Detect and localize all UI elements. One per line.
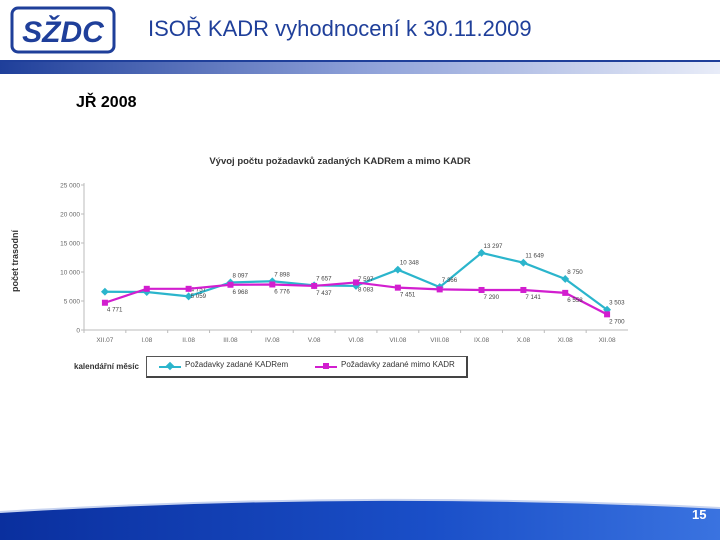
data-label: 7 290	[484, 294, 500, 301]
data-label: 10 348	[400, 260, 419, 267]
data-label: 7 657	[316, 275, 332, 282]
x-tick-label: VIII.08	[430, 337, 449, 344]
legend-label-mimo: Požadavky zadané mimo KADR	[341, 360, 455, 369]
chart-series-layer: 4 757 8 097 7 898 7 657 7 597 10 348 7 366 13 2…	[100, 243, 625, 325]
data-label: 4 757	[191, 286, 207, 293]
data-point	[143, 285, 150, 292]
data-label: 6 558	[567, 297, 583, 304]
y-tick-label: 15 000	[60, 241, 80, 248]
szdc-logo: SŽDC	[10, 6, 116, 54]
legend-label-kadr: Požadavky zadané KADRem	[185, 360, 289, 369]
data-label: 8 750	[567, 269, 583, 276]
page-number: 15	[692, 507, 707, 522]
chart-legend: Požadavky zadané KADRem Požadavky zadané…	[146, 356, 468, 378]
data-label: 3 503	[609, 300, 625, 307]
data-point	[184, 292, 193, 301]
legend-marker-kadr	[165, 361, 175, 371]
page-title: ISOŘ KADR vyhodnocení k 30.11.2009	[148, 16, 532, 41]
data-label: 7 366	[442, 277, 458, 284]
x-tick-label: IX.08	[474, 337, 490, 344]
x-tick-label: XI.08	[558, 337, 574, 344]
data-point	[227, 281, 234, 288]
data-point	[185, 285, 192, 292]
data-point	[562, 289, 569, 296]
y-tick-label: 5 000	[64, 299, 81, 306]
data-label: 7 141	[525, 294, 541, 301]
data-label: 2 700	[609, 318, 625, 325]
x-tick-label: V.08	[308, 337, 321, 344]
x-tick-label: XII.07	[96, 337, 113, 344]
data-point	[436, 286, 443, 293]
data-point	[520, 286, 527, 293]
data-label: 8 083	[358, 286, 374, 293]
data-label: 6 968	[232, 289, 248, 296]
data-point	[394, 284, 401, 291]
y-axis-title: počet trasodní	[10, 229, 20, 292]
logo-text: SŽDC	[22, 15, 105, 49]
x-tick-label: VI.08	[348, 337, 364, 344]
data-label: 8 097	[232, 272, 248, 279]
x-axis-title: kalendářní měsíc	[74, 362, 139, 371]
data-label: 5 059	[191, 293, 207, 300]
series-2: 4 771 5 059 6 968 6 776 7 437 8 083 7 451 7 290…	[101, 279, 625, 325]
data-label: 7 898	[274, 271, 290, 278]
data-label: 13 297	[484, 243, 503, 250]
data-point	[353, 279, 359, 286]
x-tick-label: III.08	[223, 337, 238, 344]
x-tick-label: XII.08	[599, 337, 616, 344]
x-tick-label: II.08	[182, 337, 195, 344]
data-label: 7 437	[316, 290, 332, 297]
data-label: 4 771	[107, 307, 123, 314]
series-1: 4 757 8 097 7 898 7 657 7 597 10 348 7 366 13 2…	[100, 243, 625, 314]
x-tick-label: I.08	[141, 337, 152, 344]
section-subtitle: JŘ 2008	[76, 94, 137, 111]
data-point	[101, 299, 108, 306]
data-label: 6 776	[274, 288, 290, 295]
data-point	[478, 286, 485, 293]
x-tick-label: X.08	[517, 337, 531, 344]
data-point	[311, 282, 318, 289]
y-tick-label: 20 000	[60, 212, 80, 219]
data-point	[269, 281, 276, 288]
data-point	[519, 258, 528, 267]
data-point	[100, 287, 109, 296]
footer-band	[0, 498, 720, 540]
data-label: 7 451	[400, 292, 416, 299]
chart-title: Vývoj počtu požadavků zadaných KADRem a …	[209, 156, 470, 167]
data-label: 7 597	[358, 276, 374, 283]
y-tick-label: 0	[76, 328, 80, 335]
x-tick-label: VII.08	[389, 337, 406, 344]
y-tick-label: 10 000	[60, 270, 80, 277]
y-tick-label: 25 000	[60, 183, 80, 190]
data-point	[393, 265, 402, 274]
chart-axes: 0 5 000 10 000 15 000 20 000 25 000 XII.07 I.08…	[60, 183, 628, 344]
data-point	[604, 311, 611, 318]
legend-marker-mimo	[323, 363, 329, 369]
header-band	[0, 60, 720, 74]
x-tick-label: IV.08	[265, 337, 280, 344]
data-label: 11 649	[525, 253, 544, 260]
data-point	[477, 248, 486, 257]
